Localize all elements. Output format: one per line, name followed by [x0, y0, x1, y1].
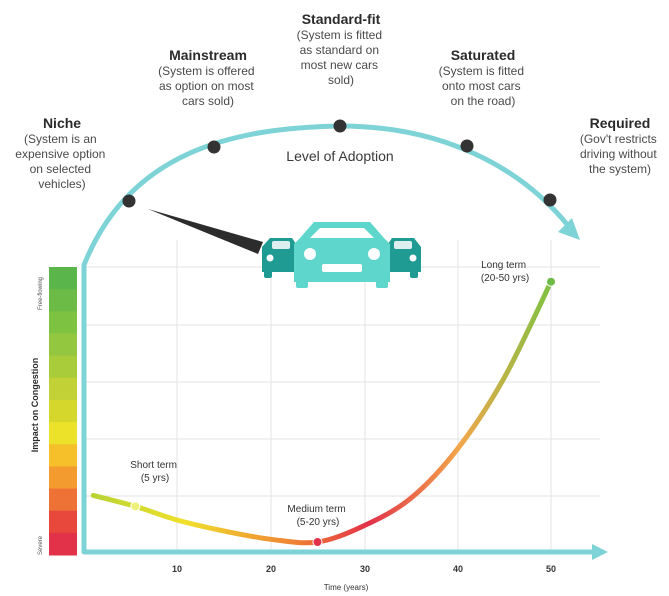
congestion-scale	[49, 267, 77, 556]
scale-block	[49, 399, 77, 423]
congestion-curve	[90, 279, 554, 546]
stage-desc-saturated: (System is fitted onto most cars on the …	[439, 64, 528, 108]
x-tick-20: 20	[266, 564, 276, 574]
scale-block	[49, 510, 77, 534]
stage-desc-standard-fit: (System is fitted as standard on most ne…	[297, 28, 386, 87]
chart-grid	[84, 240, 600, 552]
stage-title-required: Required	[590, 115, 651, 131]
scale-block	[49, 444, 77, 467]
scale-block	[49, 289, 77, 312]
term-marker-dot	[312, 537, 323, 547]
y-top-label: Free-flowing	[38, 277, 44, 310]
stage-title-niche: Niche	[43, 115, 81, 131]
scale-block	[49, 422, 77, 445]
car-icon	[262, 222, 421, 288]
x-tick-10: 10	[172, 564, 182, 574]
scale-block	[49, 333, 77, 357]
scale-block	[49, 377, 77, 401]
stage-dot-required	[543, 193, 557, 207]
term-label-short: Short term (5 yrs)	[130, 460, 179, 484]
scale-block	[49, 355, 77, 379]
x-tick-40: 40	[453, 564, 463, 574]
term-markers	[130, 276, 556, 547]
stage-desc-niche: (System is an expensive option on select…	[15, 132, 108, 191]
stage-dot-mainstream	[207, 140, 221, 154]
scale-block	[49, 532, 77, 556]
stage-desc-required: (Gov't restricts driving without the sys…	[580, 132, 660, 176]
term-marker-dot	[130, 501, 141, 512]
arc-label: Level of Adoption	[286, 148, 393, 164]
arc-arrowhead	[558, 218, 580, 240]
stage-dot-standard-fit	[333, 119, 347, 133]
stage-desc-mainstream: (System is offered as option on most car…	[158, 64, 258, 108]
stage-title-saturated: Saturated	[451, 47, 516, 63]
scale-block	[49, 311, 77, 334]
stage-dot-saturated	[460, 139, 474, 153]
x-tick-30: 30	[360, 564, 370, 574]
stage-title-standard-fit: Standard-fit	[302, 11, 381, 27]
scale-block	[49, 488, 77, 512]
stage-title-mainstream: Mainstream	[169, 47, 247, 63]
x-tick-50: 50	[546, 564, 556, 574]
term-marker-dot	[546, 276, 556, 287]
scale-block	[49, 267, 77, 290]
adoption-arc	[81, 123, 573, 555]
x-axis-arrowhead	[592, 544, 608, 560]
stage-dot-niche	[122, 194, 136, 208]
term-label-long: Long term (20-50 yrs)	[481, 260, 529, 284]
x-axis-title: Time (years)	[324, 583, 369, 592]
pointer-needle	[148, 209, 263, 254]
y-bottom-label: Severe	[38, 535, 44, 555]
y-axis-title: Impact on Congestion	[30, 358, 40, 453]
scale-block	[49, 466, 77, 490]
term-label-medium: Medium term (5-20 yrs)	[287, 504, 348, 528]
